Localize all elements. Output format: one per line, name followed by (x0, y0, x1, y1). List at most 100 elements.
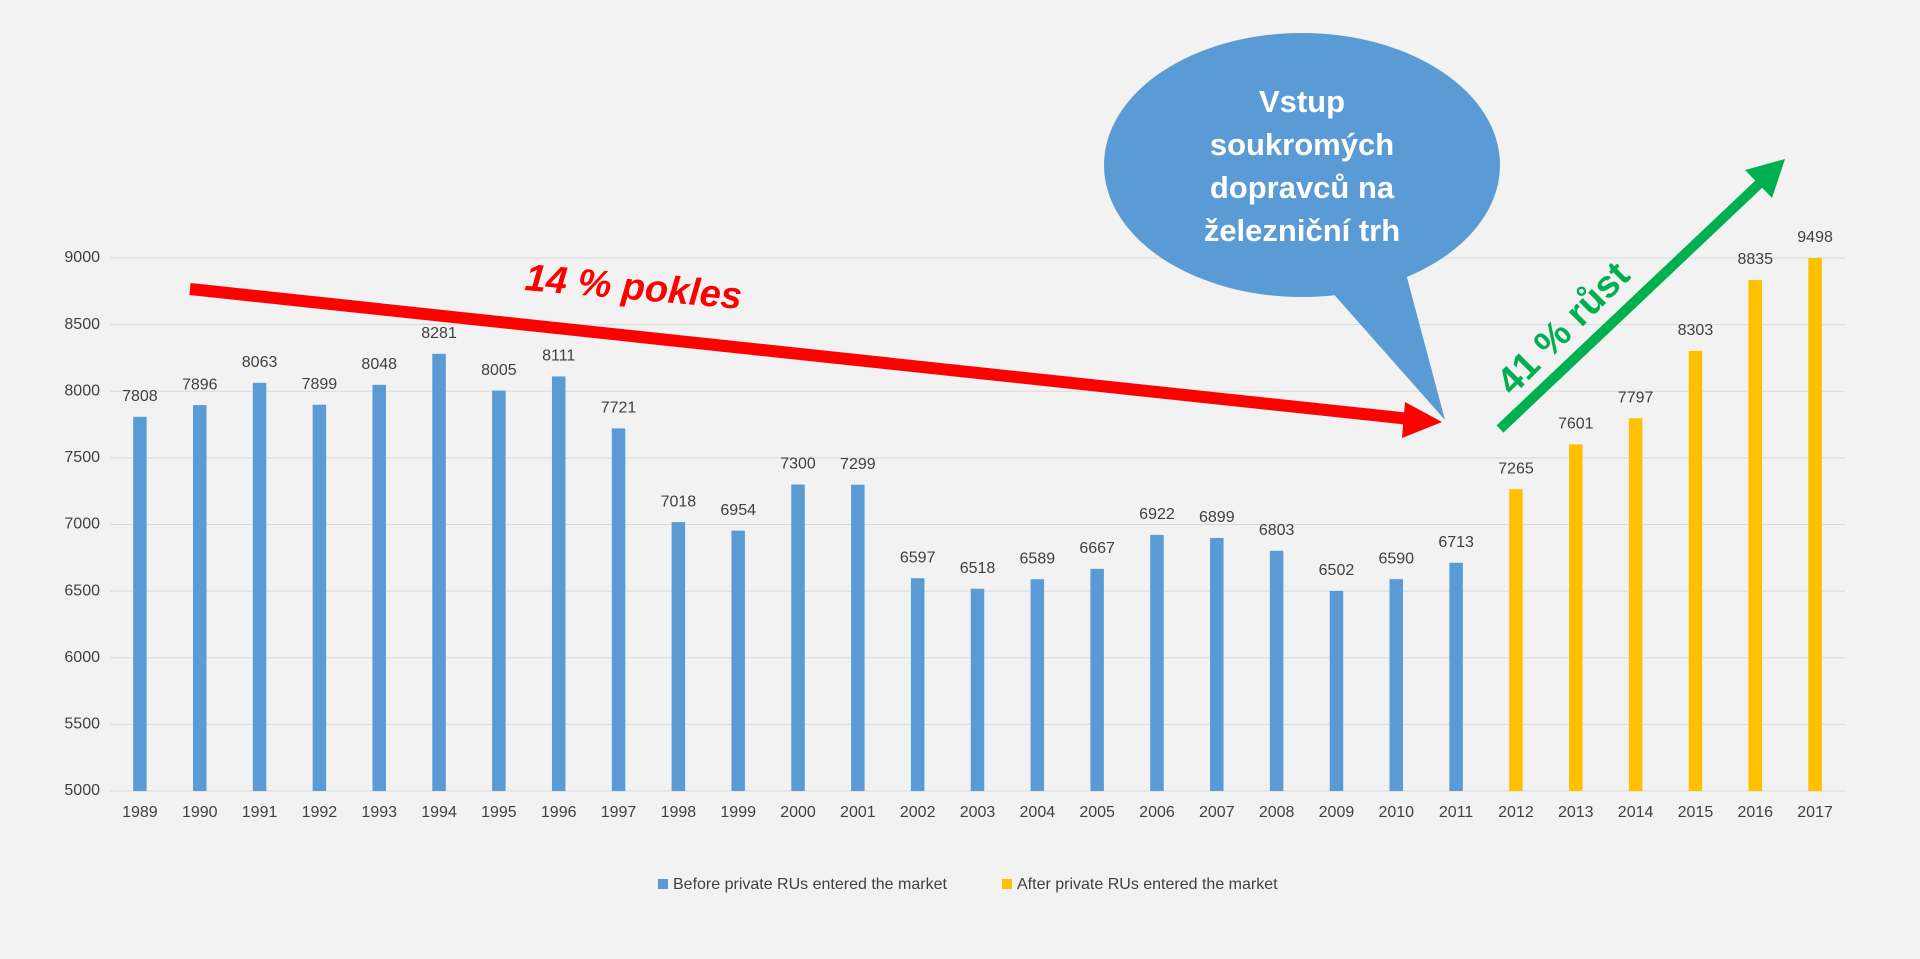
legend-label: After private RUs entered the market (1017, 876, 1278, 893)
growth-label: 41 % růst (1489, 254, 1638, 403)
bar (312, 404, 327, 791)
data-label: 7265 (1498, 460, 1534, 477)
x-tick-label: 1999 (720, 804, 756, 821)
bar (1030, 579, 1045, 791)
data-label: 8111 (542, 348, 575, 365)
labels: 5000 5500 6000 6500 7000 7500 8000 8500 9000 1989… (64, 229, 1833, 821)
bar (252, 382, 267, 791)
x-tick-label: 1992 (302, 804, 338, 821)
legend-label: Before private RUs entered the market (673, 876, 947, 893)
bar (492, 390, 506, 791)
bar (1269, 550, 1284, 791)
callout-line: soukromých (1210, 127, 1394, 162)
bar (432, 353, 446, 791)
bar (1090, 568, 1104, 791)
legend-swatch (658, 879, 668, 889)
data-label: 6518 (960, 560, 996, 577)
decline-arrow (189, 283, 1442, 438)
bar (1569, 444, 1583, 791)
x-tick-label: 2000 (780, 804, 816, 821)
x-tick-label: 2010 (1378, 804, 1414, 821)
x-tick-label: 1996 (541, 804, 577, 821)
data-label: 7896 (182, 376, 218, 393)
x-tick-label: 2014 (1618, 804, 1654, 821)
x-tick-label: 2004 (1020, 804, 1056, 821)
y-tick-label: 7500 (64, 449, 100, 466)
y-tick-label: 7000 (64, 516, 100, 533)
callout-line: Vstup (1259, 84, 1345, 119)
data-label: 7299 (840, 456, 876, 473)
bar (1329, 590, 1344, 791)
x-tick-label: 2011 (1439, 804, 1474, 821)
x-tick-label: 1995 (481, 804, 517, 821)
data-label: 8281 (421, 325, 457, 342)
x-tick-label: 1989 (122, 804, 158, 821)
x-tick-label: 1991 (242, 804, 278, 821)
bar (671, 522, 686, 791)
data-label: 7300 (780, 456, 816, 473)
data-label: 7899 (302, 376, 338, 393)
growth-arrow (1496, 159, 1785, 433)
x-tick-label: 2012 (1498, 804, 1534, 821)
bar (372, 384, 386, 791)
decline-label: 14 % pokles (523, 257, 743, 318)
x-tick-label: 2006 (1139, 804, 1175, 821)
data-label: 8063 (242, 354, 278, 371)
x-tick-label: 2002 (900, 804, 936, 821)
bar (1150, 534, 1164, 791)
y-tick-label: 5000 (64, 782, 100, 799)
data-label: 8303 (1678, 322, 1714, 339)
bar (1509, 489, 1523, 791)
data-label: 6899 (1199, 509, 1235, 526)
data-label: 6590 (1378, 550, 1414, 567)
bar (1628, 418, 1643, 791)
bar (910, 578, 925, 791)
y-tick-label: 5500 (64, 716, 100, 733)
data-label: 6803 (1259, 522, 1295, 539)
y-tick-label: 8000 (64, 382, 100, 399)
data-label: 6713 (1438, 534, 1474, 551)
bar (1688, 350, 1703, 791)
x-tick-label: 1993 (361, 804, 397, 821)
data-label: 8005 (481, 362, 517, 379)
bar (791, 484, 805, 791)
x-tick-label: 2015 (1678, 804, 1714, 821)
data-label: 8048 (361, 356, 397, 373)
bar (970, 588, 985, 791)
x-tick-label: 2003 (960, 804, 996, 821)
bars (133, 258, 1822, 791)
data-label: 8835 (1737, 251, 1773, 268)
data-label: 9498 (1797, 229, 1833, 246)
bar (1808, 258, 1822, 791)
data-label: 6597 (900, 549, 936, 566)
x-tick-label: 2008 (1259, 804, 1295, 821)
x-tick-label: 1998 (661, 804, 697, 821)
bar (611, 428, 626, 791)
data-label: 6954 (720, 502, 756, 519)
x-tick-label: 2007 (1199, 804, 1235, 821)
bar (1389, 579, 1404, 791)
bar (851, 484, 865, 791)
data-label: 7721 (601, 400, 637, 417)
callout-bubble (1104, 33, 1500, 420)
data-label: 6667 (1079, 540, 1115, 557)
data-label: 6922 (1139, 506, 1175, 523)
data-label: 7601 (1558, 416, 1594, 433)
bar (1210, 537, 1224, 791)
bar (192, 405, 207, 791)
x-tick-label: 2016 (1737, 804, 1773, 821)
bar (731, 530, 745, 791)
x-tick-label: 2013 (1558, 804, 1594, 821)
x-tick-label: 1990 (182, 804, 218, 821)
data-label: 7018 (661, 493, 697, 510)
y-tick-label: 9000 (64, 249, 100, 266)
y-tick-label: 6000 (64, 649, 100, 666)
bar (133, 416, 147, 791)
bar (551, 376, 566, 791)
callout-text: Vstup soukromých dopravců na železniční trh (1204, 84, 1400, 248)
x-tick-label: 2005 (1079, 804, 1115, 821)
callout-line: dopravců na (1210, 170, 1395, 205)
legend: Before private RUs entered the market Aft… (658, 876, 1278, 893)
